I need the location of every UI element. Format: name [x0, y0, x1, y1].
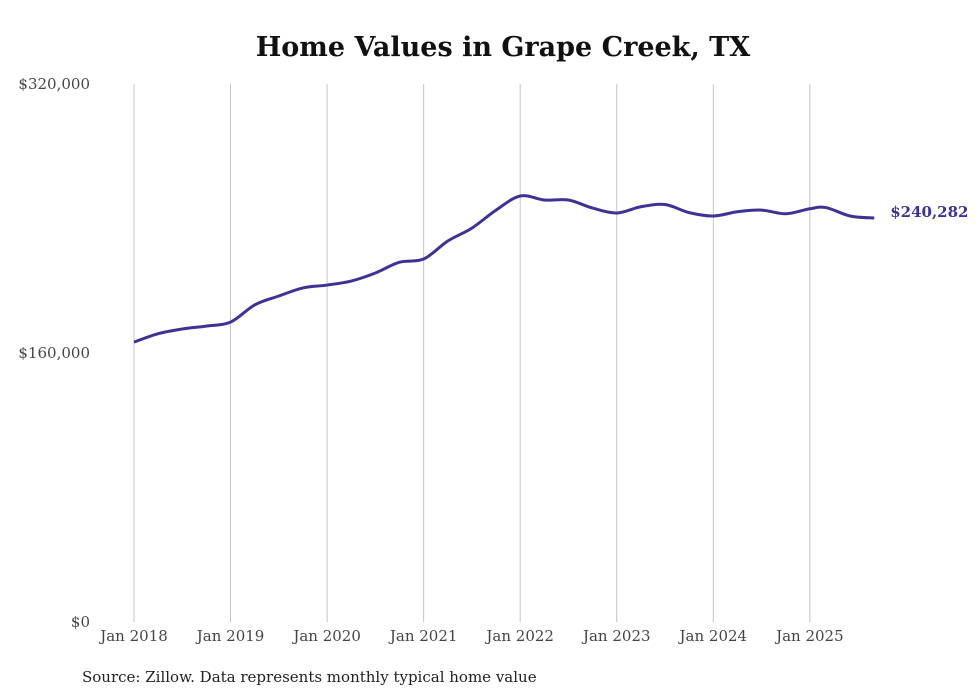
x-tick-label: Jan 2021 [388, 627, 458, 645]
x-tick-label: Jan 2024 [678, 627, 748, 645]
source-note: Source: Zillow. Data represents monthly … [82, 668, 537, 686]
series-line [133, 194, 875, 344]
chart-title: Home Values in Grape Creek, TX [255, 32, 751, 63]
y-tick-label: $0 [71, 613, 90, 631]
x-tick-label: Jan 2022 [484, 627, 554, 645]
y-tick-label: $320,000 [18, 75, 90, 93]
x-tick-label: Jan 2020 [291, 627, 361, 645]
y-tick-label: $160,000 [18, 344, 90, 362]
end-value-label: $240,282 [890, 203, 968, 221]
x-tick-label: Jan 2019 [195, 627, 265, 645]
x-tick-label: Jan 2023 [581, 627, 651, 645]
x-tick-label: Jan 2025 [774, 627, 844, 645]
x-tick-label: Jan 2018 [98, 627, 168, 645]
